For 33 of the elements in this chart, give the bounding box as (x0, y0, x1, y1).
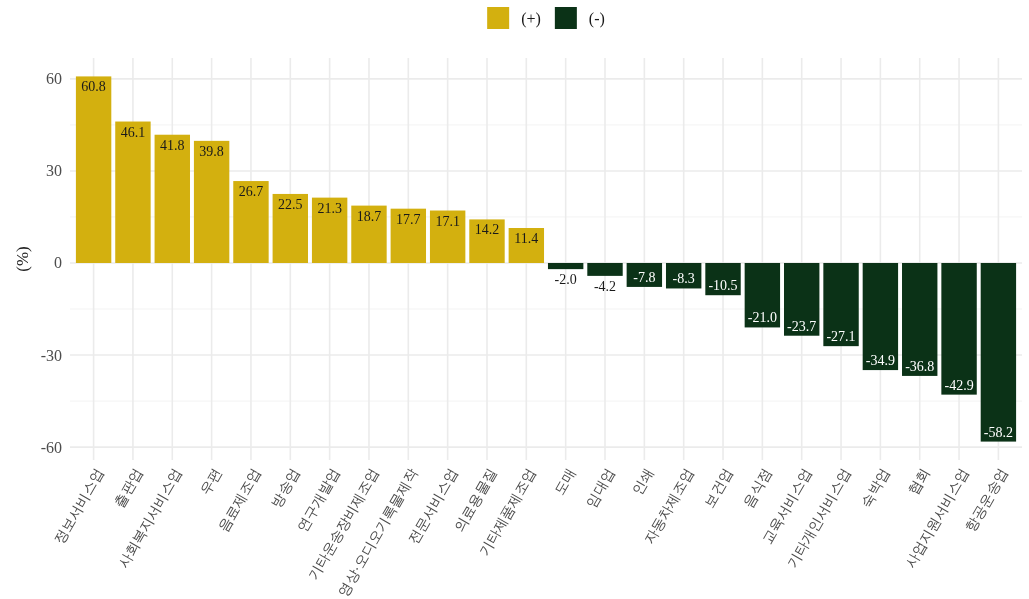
data-label: -7.8 (633, 269, 656, 285)
data-label: -27.1 (826, 329, 856, 345)
data-label: 26.7 (238, 184, 264, 200)
data-label: -34.9 (865, 353, 895, 369)
y-tick-label: 30 (46, 162, 62, 180)
data-label: 17.1 (435, 213, 460, 229)
y-tick-label: 60 (46, 70, 62, 88)
x-tick-label: 도매 (551, 466, 579, 498)
data-label: -42.9 (944, 377, 974, 393)
data-label: -21.0 (747, 310, 777, 326)
data-label: 11.4 (514, 231, 539, 247)
data-label: -2.0 (554, 272, 577, 288)
legend-label: (-) (588, 9, 605, 28)
data-label: 60.8 (81, 79, 106, 95)
data-label: 14.2 (474, 222, 500, 238)
data-label: 46.1 (120, 124, 146, 140)
data-label: -4.2 (593, 278, 617, 294)
data-label: -36.8 (905, 358, 935, 374)
data-label: 18.7 (356, 208, 382, 224)
y-tick-label: -60 (40, 438, 62, 456)
data-label: 41.8 (160, 137, 185, 153)
data-label: -58.2 (983, 424, 1013, 440)
data-label: -10.5 (708, 278, 738, 294)
y-axis-title: (%) (12, 246, 32, 272)
data-label: -8.3 (672, 271, 695, 287)
data-label: -23.7 (787, 318, 817, 334)
y-tick-label: -30 (40, 346, 62, 364)
data-label: 22.5 (278, 196, 303, 212)
y-tick-label: 0 (54, 254, 62, 272)
data-label: 21.3 (317, 200, 342, 216)
data-label: 39.8 (199, 143, 224, 159)
data-label: 17.7 (396, 211, 421, 227)
legend-label: (+) (521, 9, 541, 28)
